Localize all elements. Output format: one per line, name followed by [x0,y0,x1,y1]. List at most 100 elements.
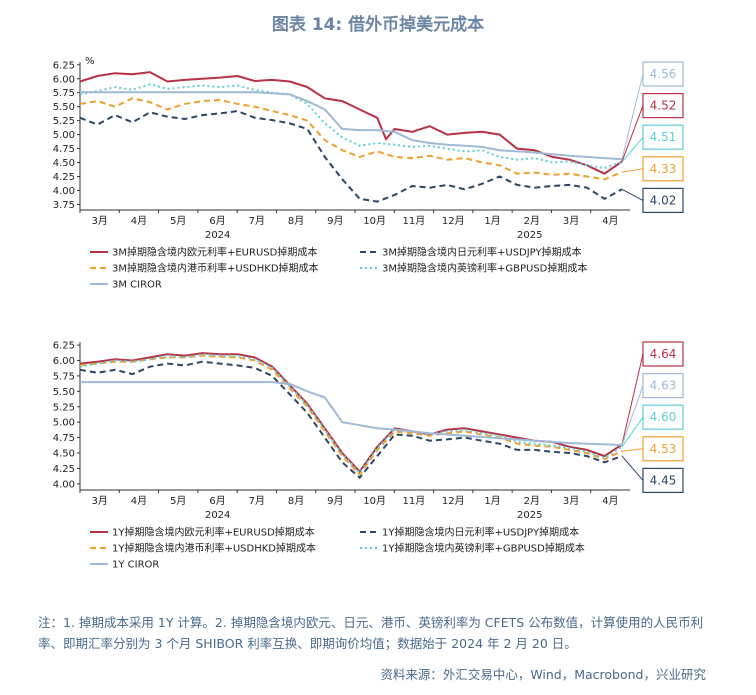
badge-connector [621,455,644,482]
x-tick-label: 2月 [524,495,540,507]
end-value-label: 4.63 [650,379,677,393]
y-tick-label: 4.25 [53,172,75,183]
y-tick-label: 5.25 [53,402,75,413]
x-tick-label: 3月 [91,215,107,227]
legend-label: 3M掉期隐含境内欧元利率+EURUSD掉期成本 [112,246,317,259]
y-tick-label: 5.50 [53,387,75,398]
y-tick-label: 4.75 [53,433,75,444]
end-value-label: 4.56 [650,67,677,81]
x-tick-label: 8月 [288,215,304,227]
end-value-badge [642,467,684,493]
badge-connector [621,377,644,446]
end-value-label: 4.33 [650,162,677,176]
x-tick-label: 12月 [442,215,465,227]
legend-label: 3M CIROR [112,280,162,291]
x-tick-label: 8月 [288,495,304,507]
end-value-badge [642,372,684,399]
series-line [79,354,623,477]
unit-label: % [85,56,95,67]
y-tick-label: 4.00 [53,186,75,197]
y-tick-label: 4.50 [53,158,75,169]
series-line [79,83,623,170]
chart-3m: % 3.75 4.00 4.25 4.50 4.75 5.00 5.25 5.50 5.75 6.0… [53,56,684,291]
x-tick-label: 10月 [363,495,386,507]
x-tick-label: 9月 [327,495,343,507]
series-line [79,360,623,480]
year-label: 2024 [205,510,230,521]
x-tick-label: 4月 [602,215,618,227]
year-label: 2025 [517,230,542,241]
end-value-badge [642,92,684,119]
x-tick-label: 6月 [209,215,225,227]
end-value-label: 4.02 [650,193,677,207]
y-tick-label: 6.25 [53,341,75,352]
end-value-label: 4.45 [650,473,677,487]
end-value-label: 4.64 [650,347,677,361]
end-value-badge [642,341,684,367]
badge-connector [621,97,644,162]
year-label: 2025 [517,510,542,521]
end-value-badge [642,124,684,150]
series-line [80,381,623,446]
y-tick-label: 4.00 [53,479,75,490]
y-tick-label: 6.00 [53,356,75,367]
end-value-badge [642,187,684,213]
x-tick-label: 7月 [249,215,265,227]
badge-connector [621,188,644,202]
legend-label: 1Y CIROR [112,560,159,571]
series-line [79,353,623,475]
source-note: 资料来源：外汇交易中心，Wind，Macrobond，兴业研究 [380,667,706,682]
x-tick-label: 6月 [209,495,225,507]
y-tick-label: 6.25 [53,60,75,71]
end-value-label: 4.60 [650,410,677,424]
x-tick-label: 3月 [91,495,107,507]
end-value-badge [642,404,684,430]
y-tick-label: 5.00 [53,130,75,141]
x-tick-label: 9月 [327,215,343,227]
legend-label: 3M掉期隐含境内日元利率+USDJPY掉期成本 [382,246,582,259]
y-tick-label: 6.00 [53,74,75,85]
y-tick-label: 3.75 [53,200,75,211]
chart-1y: 4.00 4.25 4.50 4.75 5.00 5.25 5.50 5.75 6.00 6.25… [53,341,684,571]
y-tick-label: 5.75 [53,371,75,382]
legend-label: 3M掉期隐含境内港币利率+USDHKD掉期成本 [112,262,319,275]
y-tick-label: 5.75 [53,88,75,99]
y-tick-label: 4.75 [53,144,75,155]
legend-label: 3M掉期隐含境内英镑利率+GBPUSD掉期成本 [382,262,587,275]
x-tick-label: 4月 [602,495,618,507]
y-tick-label: 5.50 [53,102,75,113]
y-tick-label: 4.50 [53,449,75,460]
x-tick-label: 11月 [403,495,426,507]
legend-label: 1Y掉期隐含境内港币利率+USDHKD掉期成本 [112,542,316,555]
badge-connector [621,160,644,173]
end-value-badge [642,61,684,87]
series-line [79,352,623,474]
x-tick-label: 3月 [563,495,579,507]
series-line [80,91,623,161]
x-tick-label: 4月 [131,215,147,227]
x-tick-label: 3月 [563,215,579,227]
page-title: 图表 14: 借外币掉美元成本 [271,15,485,35]
x-tick-label: 1月 [484,215,500,227]
y-tick-label: 5.25 [53,116,75,127]
series-line [79,97,623,181]
year-label: 2024 [205,230,230,241]
x-tick-label: 4月 [131,495,147,507]
y-tick-label: 4.25 [53,464,75,475]
x-tick-label: 7月 [249,495,265,507]
x-tick-label: 12月 [442,495,465,507]
x-tick-label: 10月 [363,215,386,227]
end-value-badge [642,436,684,462]
end-value-label: 4.53 [650,442,677,456]
x-tick-label: 1月 [484,495,500,507]
end-value-badge [642,156,684,182]
legend-label: 1Y掉期隐含境内日元利率+USDJPY掉期成本 [382,526,579,539]
series-line [79,110,623,203]
legend-label: 1Y掉期隐含境内英镑利率+GBPUSD掉期成本 [382,542,585,555]
x-tick-label: 5月 [170,215,186,227]
y-tick-label: 5.00 [53,418,75,429]
series-line [79,71,623,175]
footnote: 注：1. 掉期成本采用 1Y 计算。2. 掉期隐含境内欧元、日元、港币、英镑利率… [38,615,704,651]
end-value-label: 4.52 [650,99,677,113]
legend-label: 1Y掉期隐含境内欧元利率+EURUSD掉期成本 [112,526,315,539]
